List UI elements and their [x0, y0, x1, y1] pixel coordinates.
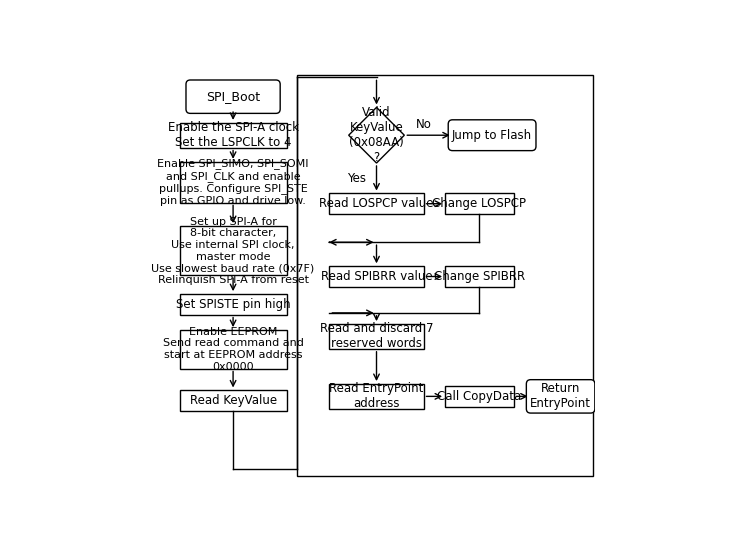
Bar: [329, 193, 424, 214]
FancyBboxPatch shape: [186, 80, 280, 113]
Bar: [297, 75, 593, 475]
Bar: [180, 123, 287, 148]
Bar: [180, 390, 287, 411]
Text: Set up SPI-A for
8-bit character,
Use internal SPI clock,
master mode
Use slowes: Set up SPI-A for 8-bit character, Use in…: [152, 217, 315, 285]
Text: Read KeyValue: Read KeyValue: [189, 394, 276, 407]
Bar: [180, 226, 287, 275]
Bar: [329, 324, 424, 349]
Bar: [180, 330, 287, 369]
Polygon shape: [348, 107, 404, 163]
Bar: [445, 386, 513, 406]
Text: Read LOSPCP value: Read LOSPCP value: [319, 197, 434, 210]
FancyBboxPatch shape: [526, 380, 595, 413]
Text: Read EntryPoint
address: Read EntryPoint address: [329, 383, 424, 410]
Text: Change LOSPCP: Change LOSPCP: [432, 197, 526, 210]
Bar: [445, 266, 513, 287]
Text: Yes: Yes: [347, 172, 366, 185]
Bar: [180, 294, 287, 315]
Bar: [180, 162, 287, 202]
FancyBboxPatch shape: [448, 120, 536, 151]
Text: SPI_Boot: SPI_Boot: [206, 90, 260, 103]
Text: Call CopyData: Call CopyData: [437, 390, 522, 403]
Bar: [329, 384, 424, 409]
Text: Enable the SPI-A clock
Set the LSPCLK to 4: Enable the SPI-A clock Set the LSPCLK to…: [168, 121, 299, 149]
Text: Return
EntryPoint: Return EntryPoint: [530, 383, 591, 410]
Bar: [445, 193, 513, 214]
Text: Jump to Flash: Jump to Flash: [452, 129, 532, 142]
Text: No: No: [415, 118, 432, 131]
Text: Read and discard 7
reserved words: Read and discard 7 reserved words: [319, 322, 433, 350]
Text: Set SPISTE pin high: Set SPISTE pin high: [176, 298, 291, 311]
Text: Valid
KeyValue
(0x08AA)
?: Valid KeyValue (0x08AA) ?: [349, 106, 404, 164]
Text: Enable EEPROM
Send read command and
start at EEPROM address
0x0000: Enable EEPROM Send read command and star…: [163, 327, 304, 371]
Text: Enable SPI_SIMO, SPI_SOMI
and SPI_CLK and enable
pullups. Configure SPI_STE
pin : Enable SPI_SIMO, SPI_SOMI and SPI_CLK an…: [158, 158, 309, 206]
Text: Change SPIBRR: Change SPIBRR: [434, 270, 525, 283]
Text: Read SPIBRR value: Read SPIBRR value: [321, 270, 432, 283]
Bar: [329, 266, 424, 287]
